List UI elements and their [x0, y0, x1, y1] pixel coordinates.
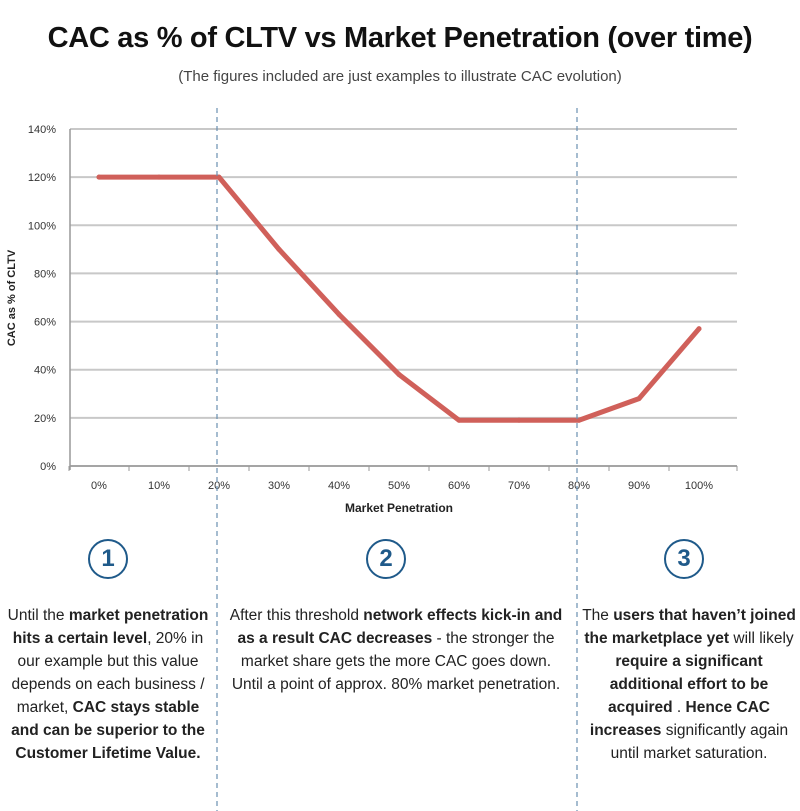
x-tick-label: 70% [508, 480, 530, 492]
y-tick-label: 40% [34, 365, 56, 377]
data-line [96, 174, 702, 423]
phase-text-segment: users that haven’t joined the marketplac… [584, 607, 796, 647]
phase-2-description: After this threshold network effects kic… [226, 604, 566, 696]
phase-3-description: The users that haven’t joined the market… [578, 604, 800, 765]
x-tick-label: 80% [568, 480, 590, 492]
phase-text-segment: Until the [7, 607, 69, 624]
data-point [576, 417, 582, 423]
phase-1-description: Until the market penetration hits a cert… [2, 604, 214, 765]
data-point [696, 326, 702, 332]
phase-3-badge: 3 [664, 539, 704, 579]
data-point [396, 372, 402, 378]
x-tick-label: 0% [91, 480, 107, 492]
y-tick-label: 120% [28, 172, 56, 184]
phase-1-badge: 1 [88, 539, 128, 579]
phase-text-segment: - the stronger the market share gets the… [231, 630, 561, 693]
y-tick-label: 100% [28, 220, 56, 232]
y-axis-label: CAC as % of CLTV [6, 249, 18, 346]
data-point [456, 417, 462, 423]
data-point [516, 417, 522, 423]
y-tick-label: 140% [28, 124, 56, 136]
y-tick-label: 0% [40, 461, 56, 473]
phase-text-segment: The [582, 607, 614, 624]
x-tick-label: 50% [388, 480, 410, 492]
phase-text-segment: network effects kick-in and as a result … [237, 607, 563, 647]
phase-text-segment: market penetration hits a certain level [12, 607, 209, 647]
y-tick-label: 20% [34, 413, 56, 425]
x-tick-label: 90% [628, 480, 650, 492]
phase-text-segment: require a significant additional effort … [608, 653, 769, 716]
phase-text-segment: CAC stays stable and can be superior to … [11, 699, 205, 762]
phase-text-segment: significantly again until market saturat… [610, 722, 789, 762]
phase-text-segment: will likely [729, 630, 794, 647]
chart-title: CAC as % of CLTV vs Market Penetration (… [47, 22, 753, 54]
x-tick-label: 40% [328, 480, 350, 492]
x-tick-label: 30% [268, 480, 290, 492]
data-point [216, 174, 222, 180]
data-point [96, 174, 102, 180]
x-tick-label: 60% [448, 480, 470, 492]
x-tick-label: 20% [208, 480, 230, 492]
phase-text-segment: After this threshold [229, 607, 364, 624]
phase-text-segment: Hence CAC increases [589, 699, 770, 739]
chart-subtitle: (The figures included are just examples … [178, 68, 622, 85]
data-point [156, 174, 162, 180]
phase-2-badge: 2 [366, 539, 406, 579]
x-axis-label: Market Penetration [345, 501, 453, 515]
data-point [276, 246, 282, 252]
data-point [636, 396, 642, 402]
y-tick-label: 60% [34, 317, 56, 329]
x-tick-label: 10% [148, 480, 170, 492]
data-point [336, 311, 342, 317]
x-tick-label: 100% [685, 480, 713, 492]
y-tick-label: 80% [34, 268, 56, 280]
phase-text-segment: . [672, 699, 686, 716]
phase-text-segment: , 20% in our example but this value depe… [11, 630, 205, 716]
